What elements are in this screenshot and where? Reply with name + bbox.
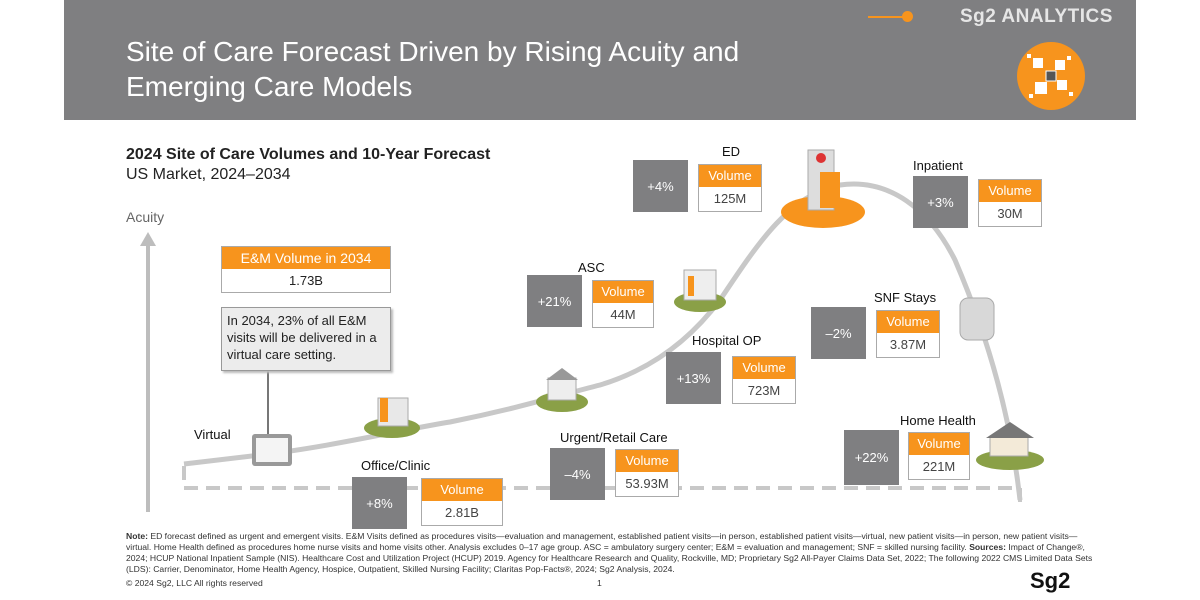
office-building-icon — [364, 397, 420, 438]
virtual-callout: In 2034, 23% of all E&M visits will be d… — [221, 307, 391, 371]
brand-name: Sg2 ANALYTICS — [960, 6, 1113, 27]
footnote: Note: ED forecast defined as urgent and … — [126, 531, 1096, 575]
urgent-care-building-icon — [536, 368, 588, 412]
site-label-office-clinic: Office/Clinic — [361, 458, 431, 473]
volume-hospital-op: Volume 723M — [732, 356, 796, 404]
change-office-clinic: +8% — [352, 477, 407, 529]
volume-value: 221M — [922, 459, 956, 474]
sg2-footer-logo: Sg2 — [1030, 568, 1070, 593]
site-label-urgent-retail: Urgent/Retail Care — [560, 430, 668, 445]
volume-header: Volume — [616, 450, 678, 472]
hospital-building-icon — [781, 149, 865, 228]
volume-header: Volume — [877, 311, 939, 333]
site-label-snf: SNF Stays — [874, 290, 937, 305]
em-volume-value: 1.73B — [222, 269, 390, 292]
chart-title: 2024 Site of Care Volumes and 10-Year Fo… — [126, 146, 491, 163]
sources-text: Impact of Change®, 2024; HCUP National I… — [126, 542, 1093, 574]
volume-value: 125M — [713, 191, 747, 206]
em-volume-box: E&M Volume in 2034 1.73B — [221, 246, 391, 293]
change-snf: –2% — [811, 307, 866, 359]
snf-building-icon — [959, 297, 995, 341]
page-title: Site of Care Forecast Driven by Rising A… — [126, 36, 740, 102]
svg-text:Sg2: Sg2 — [1030, 568, 1070, 593]
volume-inpatient: Volume 30M — [978, 179, 1042, 227]
tablet-icon — [252, 434, 292, 466]
volume-header: Volume — [979, 180, 1041, 202]
asc-building-icon — [674, 269, 726, 312]
brand-dot — [902, 11, 913, 22]
note-label: Note: — [126, 531, 148, 541]
em-volume-header: E&M Volume in 2034 — [222, 247, 390, 269]
volume-header: Volume — [699, 165, 761, 187]
volume-value: 3.87M — [889, 337, 927, 352]
site-label-home-health: Home Health — [900, 413, 976, 428]
change-asc: +21% — [527, 275, 582, 327]
site-label-inpatient: Inpatient — [913, 158, 963, 173]
volume-value: 723M — [747, 383, 781, 398]
note-text: ED forecast defined as urgent and emerge… — [126, 531, 1078, 552]
volume-urgent-retail: Volume 53.93M — [615, 449, 679, 497]
volume-header: Volume — [733, 357, 795, 379]
network-icon — [1017, 42, 1085, 110]
volume-home-health: Volume 221M — [908, 432, 970, 480]
volume-value: 53.93M — [625, 476, 669, 491]
volume-ed: Volume 125M — [698, 164, 762, 212]
site-label-ed: ED — [722, 144, 741, 159]
site-label-asc: ASC — [578, 260, 605, 275]
sources-label: Sources: — [969, 542, 1006, 552]
copyright: © 2024 Sg2, LLC All rights reserved — [126, 578, 263, 588]
header-bar — [64, 0, 1136, 120]
acuity-axis-label: Acuity — [126, 209, 165, 225]
site-label-hospital-op: Hospital OP — [692, 333, 762, 348]
volume-asc: Volume 44M — [592, 280, 654, 328]
volume-snf: Volume 3.87M — [876, 310, 940, 358]
change-hospital-op: +13% — [666, 352, 721, 404]
change-ed: +4% — [633, 160, 688, 212]
acuity-arrowhead — [140, 232, 156, 246]
change-home-health: +22% — [844, 430, 899, 485]
volume-value: 30M — [997, 206, 1023, 221]
volume-header: Volume — [593, 281, 653, 303]
volume-office-clinic: Volume 2.81B — [421, 478, 503, 526]
volume-header: Volume — [909, 433, 969, 455]
change-inpatient: +3% — [913, 176, 968, 228]
home-building-icon — [976, 422, 1044, 470]
brand-line — [868, 16, 906, 18]
site-label-virtual: Virtual — [194, 427, 231, 442]
chart-subtitle: US Market, 2024–2034 — [126, 166, 291, 183]
change-urgent-retail: –4% — [550, 448, 605, 500]
page-number: 1 — [597, 578, 602, 588]
volume-value: 2.81B — [445, 505, 479, 520]
volume-value: 44M — [610, 307, 636, 322]
volume-header: Volume — [422, 479, 502, 501]
